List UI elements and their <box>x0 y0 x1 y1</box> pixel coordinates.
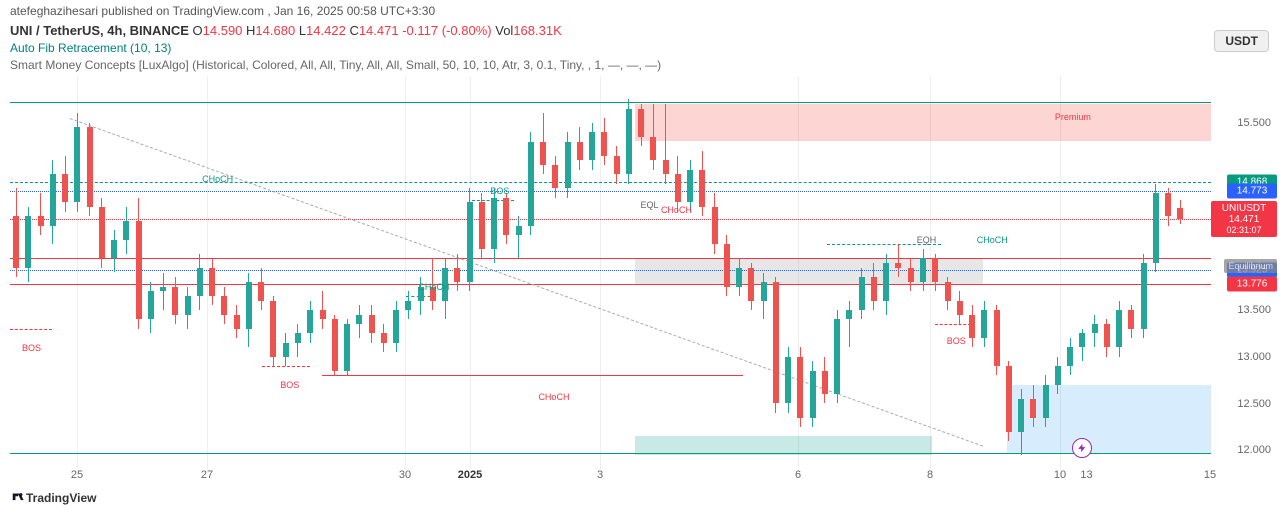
price-label: Equilibrium <box>1224 259 1277 273</box>
time-tick: 8 <box>927 469 933 481</box>
time-tick: 25 <box>71 469 83 481</box>
publish-header: atefeghazihesari published on TradingVie… <box>0 0 1281 22</box>
structure-line <box>935 324 971 325</box>
structure-label: Premium <box>1055 112 1091 122</box>
level-line <box>10 284 1211 285</box>
structure-line <box>262 366 310 367</box>
price-tick: 15.500 <box>1237 117 1271 129</box>
structure-label: BOS <box>280 380 299 390</box>
price-label: 13.776 <box>1227 277 1277 292</box>
structure-label: BOS <box>947 336 966 346</box>
tradingview-watermark: TradingView <box>10 490 96 505</box>
price-zone <box>1007 385 1211 453</box>
price-zone <box>635 258 983 284</box>
price-tick: 12.000 <box>1237 444 1271 456</box>
level-line <box>10 258 1211 259</box>
structure-label: CHoCH <box>202 174 233 184</box>
structure-label: EQH <box>917 235 937 245</box>
publish-date: Jan 16, 2025 00:58 UTC+3:30 <box>274 4 435 18</box>
low: 14.422 <box>306 23 346 38</box>
time-tick: 10 <box>1054 469 1066 481</box>
change-pct: (-0.80%) <box>442 23 492 38</box>
price-tick: 13.500 <box>1237 304 1271 316</box>
time-tick: 13 <box>1080 469 1092 481</box>
change: -0.117 <box>402 23 438 38</box>
indicator-fib: Auto Fib Retracement (10, 13) <box>0 39 1281 56</box>
structure-line <box>10 329 52 330</box>
time-tick: 15 <box>1204 469 1216 481</box>
structure-label: CHoCH <box>977 235 1008 245</box>
time-tick: 6 <box>795 469 801 481</box>
structure-line <box>322 375 742 376</box>
structure-label: CHoCH <box>418 282 449 292</box>
chart-area[interactable]: PremiumCHoCHCHoCHBOSEQLCHoCHCHoCHBOSBOSE… <box>10 76 1211 469</box>
level-line <box>10 453 1211 454</box>
time-tick: 2025 <box>458 469 482 481</box>
price-chart[interactable]: PremiumCHoCHCHoCHBOSEQLCHoCHCHoCHBOSBOSE… <box>10 76 1211 469</box>
price-tick: 12.500 <box>1237 398 1271 410</box>
level-line <box>10 270 1211 271</box>
structure-label: BOS <box>490 186 509 196</box>
author: atefeghazihesari <box>10 4 98 18</box>
price-label: 14.773 <box>1227 183 1277 198</box>
structure-label: BOS <box>22 343 41 353</box>
price-tick: 13.000 <box>1237 351 1271 363</box>
close: 14.471 <box>359 23 399 38</box>
indicator-smc: Smart Money Concepts [LuxAlgo] (Historic… <box>0 56 1281 73</box>
site-link[interactable]: TradingView.com <box>173 4 264 18</box>
time-tick: 30 <box>399 469 411 481</box>
price-label: UNIUSDT 14.47102:31:07 <box>1211 201 1277 237</box>
price-zone <box>635 104 1211 141</box>
volume: 168.31K <box>513 23 561 38</box>
time-tick: 3 <box>597 469 603 481</box>
quote-badge[interactable]: USDT <box>1214 30 1269 52</box>
level-line <box>10 102 1211 103</box>
lightning-icon[interactable] <box>1072 438 1092 458</box>
open: 14.590 <box>203 23 243 38</box>
symbol-info: UNI / TetherUS, 4h, BINANCE O14.590 H14.… <box>0 22 1281 39</box>
structure-label: CHoCH <box>661 205 692 215</box>
level-line <box>10 191 1211 192</box>
price-axis[interactable]: 12.00012.50013.00013.50015.50014.86814.7… <box>1211 76 1281 469</box>
time-axis[interactable]: 252730202536810131517 <box>10 469 1211 489</box>
structure-label: CHoCH <box>538 392 569 402</box>
time-tick: 27 <box>201 469 213 481</box>
level-line <box>10 182 1211 183</box>
symbol: UNI / TetherUS, 4h, BINANCE <box>10 23 189 38</box>
structure-label: EQL <box>641 200 659 210</box>
level-line <box>10 219 1211 220</box>
high: 14.680 <box>255 23 295 38</box>
